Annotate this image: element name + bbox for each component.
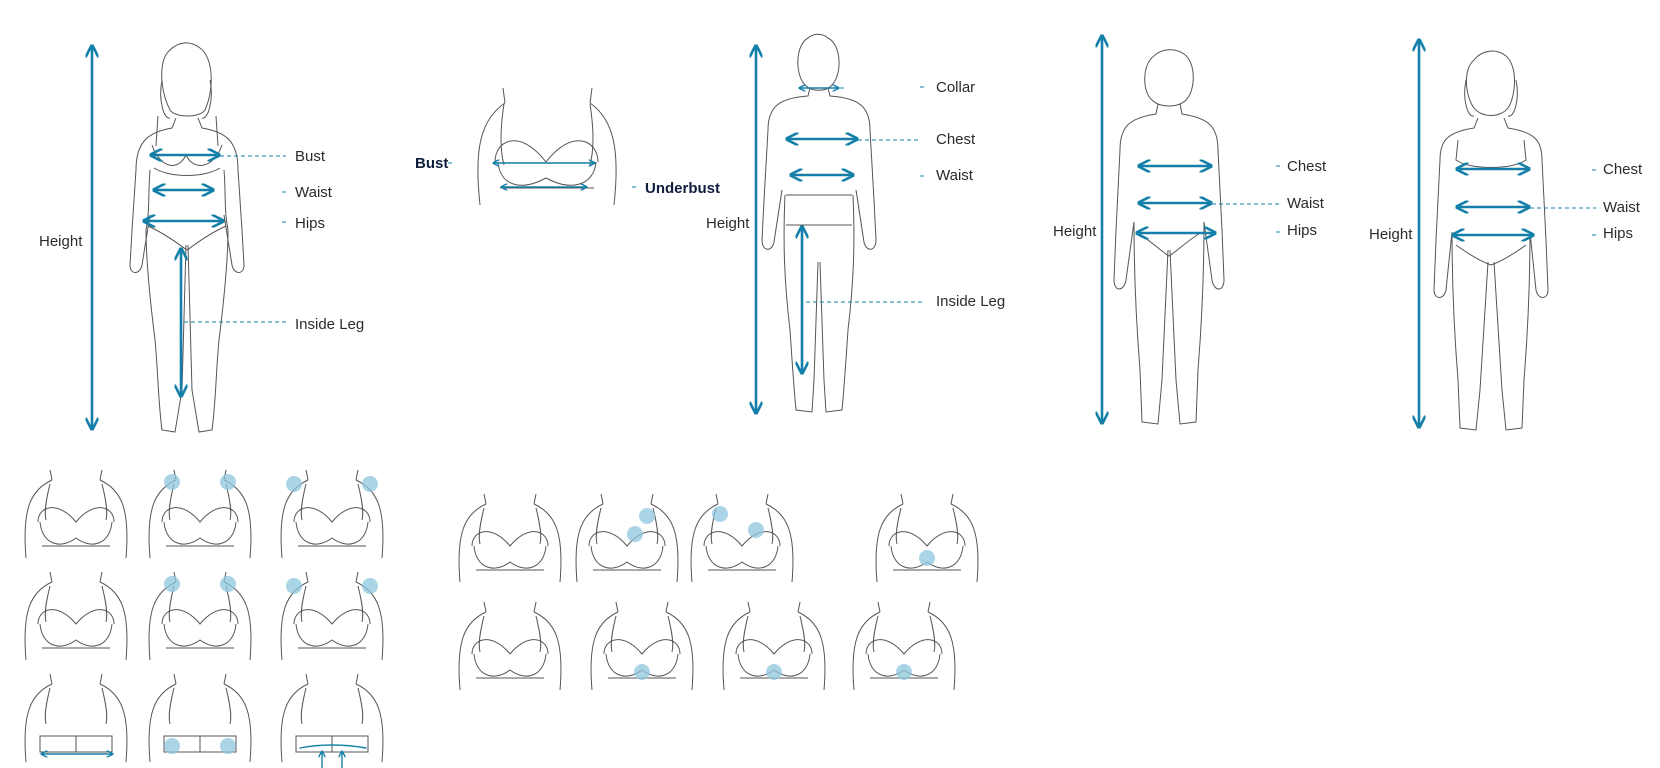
man-inside-leg-label: Inside Leg bbox=[936, 293, 1006, 310]
man-waist-label: Waist bbox=[936, 167, 973, 184]
boy-chest-label: Chest bbox=[1287, 158, 1327, 175]
woman-hips-label: Hips bbox=[295, 215, 326, 232]
man-collar-label: Collar bbox=[936, 79, 976, 96]
bra-strap-point-icon bbox=[148, 469, 252, 559]
bra-bust-label: Bust bbox=[415, 155, 449, 172]
boy-figure bbox=[1113, 49, 1225, 425]
bra-fit-grid-left bbox=[24, 469, 384, 768]
bra-front-icon bbox=[458, 601, 562, 691]
woman-waist-label: Waist bbox=[295, 184, 332, 201]
woman-height-label: Height bbox=[39, 233, 83, 250]
bra-band-lift-icon bbox=[280, 673, 384, 768]
bra-side-gap-icon bbox=[690, 493, 794, 583]
boy-waist-label: Waist bbox=[1287, 195, 1324, 212]
man-figure bbox=[761, 33, 877, 413]
girl-figure bbox=[1433, 50, 1549, 431]
bra-strap-edge-icon bbox=[280, 469, 384, 559]
woman-bust-label: Bust bbox=[295, 148, 326, 165]
bra-back-band-icon bbox=[24, 673, 128, 763]
bra-back-hook-icon bbox=[148, 673, 252, 763]
boy-hips-label: Hips bbox=[1287, 222, 1318, 239]
girl-chest-label: Chest bbox=[1603, 161, 1643, 178]
woman-inside-leg-label: Inside Leg bbox=[295, 316, 365, 333]
girl-waist-label: Waist bbox=[1603, 199, 1640, 216]
bra-gore-lift-icon bbox=[852, 601, 956, 691]
bra-fit-grid-right bbox=[458, 493, 979, 691]
girl-height-label: Height bbox=[1369, 226, 1413, 243]
woman-figure bbox=[129, 42, 245, 433]
bra-underwire-icon bbox=[590, 601, 694, 691]
bra-side-view-icon bbox=[458, 493, 562, 583]
bra-strap-edge-icon bbox=[280, 571, 384, 661]
man-chest-label: Chest bbox=[936, 131, 976, 148]
bra-centre-gore-icon bbox=[875, 493, 979, 583]
bra-fit-icon bbox=[24, 571, 128, 661]
bra-gore-icon bbox=[722, 601, 826, 691]
man-height-label: Height bbox=[706, 215, 750, 232]
bra-side-cup-icon bbox=[575, 493, 679, 583]
bra-fit-icon bbox=[24, 469, 128, 559]
bra-strap-point-icon bbox=[148, 571, 252, 661]
girl-hips-label: Hips bbox=[1603, 225, 1634, 242]
boy-height-label: Height bbox=[1053, 223, 1097, 240]
bra-underbust-label: Underbust bbox=[645, 180, 720, 197]
